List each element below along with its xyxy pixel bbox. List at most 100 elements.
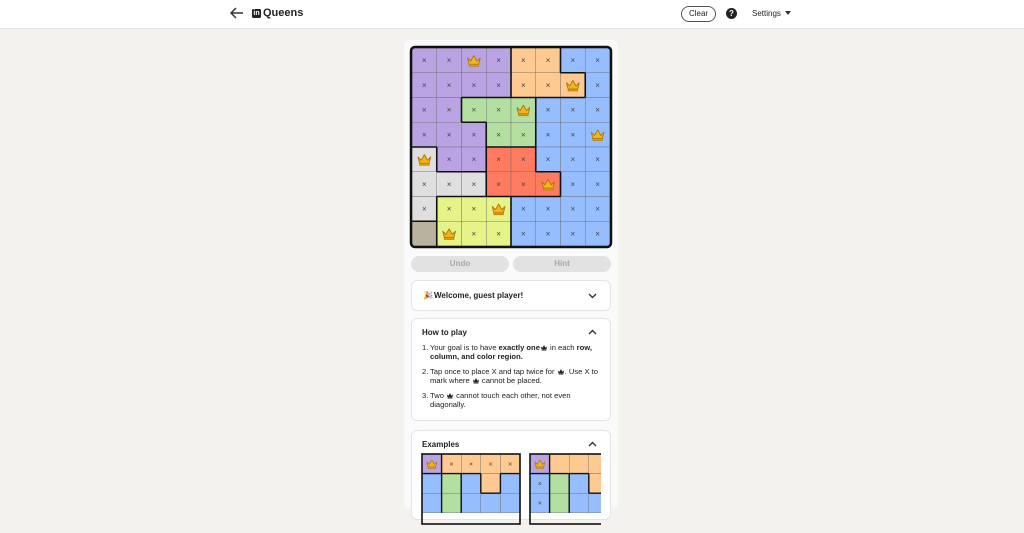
cell — [500, 473, 521, 494]
undo-button[interactable]: Undo — [411, 256, 509, 272]
cell[interactable] — [461, 221, 487, 247]
cell[interactable] — [535, 196, 561, 222]
hint-button[interactable]: Hint — [513, 256, 611, 272]
how-to-play-title: How to play — [422, 328, 467, 337]
welcome-card[interactable]: 🎉 Welcome, guest player! — [411, 280, 611, 311]
examples-group: × × × ××× — [421, 453, 601, 525]
cell[interactable] — [461, 171, 487, 197]
cell-mark: × — [571, 155, 576, 164]
cell-mark: × — [422, 56, 427, 65]
welcome-title: Welcome, guest player! — [434, 291, 524, 300]
party-icon: 🎉 — [423, 291, 433, 300]
cell[interactable] — [436, 97, 462, 123]
cell-mark: × — [521, 205, 526, 214]
cell[interactable] — [510, 72, 536, 98]
cell[interactable] — [486, 171, 512, 197]
cell[interactable] — [486, 97, 512, 123]
cell-mark: × — [521, 81, 526, 90]
cell-mark: × — [546, 155, 551, 164]
settings-button[interactable]: Settings — [752, 9, 781, 18]
cell[interactable] — [461, 146, 487, 172]
cell[interactable] — [411, 122, 437, 148]
chevron-up[interactable] — [588, 441, 597, 447]
cell[interactable] — [535, 122, 561, 148]
cell[interactable] — [436, 196, 462, 222]
cell-mark: × — [422, 106, 427, 115]
cell[interactable] — [585, 196, 611, 222]
cell-mark: × — [496, 56, 501, 65]
cell — [549, 453, 570, 474]
cell[interactable] — [411, 47, 437, 73]
bold-text: row, column, and color region. — [430, 343, 592, 362]
cell[interactable] — [585, 171, 611, 197]
crown-icon — [540, 345, 548, 351]
instruction-number: 1. — [422, 343, 429, 352]
example-grid: ×× — [529, 453, 601, 525]
chevron-up[interactable] — [588, 329, 597, 335]
cell-mark: × — [595, 155, 600, 164]
cell[interactable] — [436, 122, 462, 148]
cell — [441, 493, 462, 514]
crown-icon — [557, 369, 564, 375]
cell-mark: × — [571, 180, 576, 189]
cell-mark: × — [521, 56, 526, 65]
cell[interactable] — [560, 122, 586, 148]
cell — [461, 473, 482, 494]
board: × × × × × × × × × × × × × × × × × × × × × × × × × × × × × × × × × × × × × × × ×… — [409, 45, 613, 249]
examples-grids: × × × ××× — [421, 453, 601, 525]
cell[interactable] — [560, 221, 586, 247]
cell-mark: × — [472, 155, 477, 164]
cell-mark: × — [546, 229, 551, 238]
top-bar: in Queens Clear ? Settings — [0, 0, 1024, 29]
cell[interactable] — [411, 171, 437, 197]
cell[interactable] — [560, 146, 586, 172]
cell[interactable] — [535, 72, 561, 98]
cell[interactable] — [560, 196, 586, 222]
chevron-down — [588, 293, 597, 299]
instruction-text: Tap once to place X and tap twice for . … — [430, 367, 602, 385]
cell[interactable] — [436, 72, 462, 98]
cell-mark: × — [571, 229, 576, 238]
cell[interactable] — [585, 47, 611, 73]
cell[interactable] — [510, 171, 536, 197]
cell[interactable] — [411, 221, 437, 247]
cell — [480, 493, 501, 514]
help-button[interactable]: ? — [726, 8, 737, 19]
examples-title: Examples — [422, 440, 460, 449]
cell-mark: × — [496, 130, 501, 139]
cell-mark: × — [447, 205, 452, 214]
cell — [568, 473, 589, 494]
text: cannot touch each other, not even diagon… — [430, 391, 571, 410]
cell[interactable] — [510, 221, 536, 247]
cell[interactable] — [486, 196, 512, 222]
cell-mark: × — [521, 229, 526, 238]
cell-mark: × — [546, 205, 551, 214]
cell[interactable] — [510, 122, 536, 148]
cell[interactable] — [486, 72, 512, 98]
cell[interactable] — [486, 221, 512, 247]
cell-mark: × — [496, 229, 501, 238]
cell — [568, 493, 589, 514]
cell[interactable] — [411, 97, 437, 123]
back-arrow[interactable] — [230, 7, 244, 19]
cell-mark: × — [472, 130, 477, 139]
cell[interactable] — [585, 72, 611, 98]
cell[interactable] — [535, 97, 561, 123]
cell-mark: × — [546, 56, 551, 65]
cell[interactable] — [535, 146, 561, 172]
cell — [549, 493, 570, 514]
cell[interactable] — [585, 221, 611, 247]
cell — [500, 493, 521, 514]
text: in each — [547, 343, 577, 352]
cell-mark: × — [595, 229, 600, 238]
cell-mark: × — [422, 205, 427, 214]
cell[interactable] — [560, 47, 586, 73]
cell-mark: × — [472, 205, 477, 214]
cell[interactable] — [585, 97, 611, 123]
cell — [480, 473, 501, 494]
cell-mark: × — [508, 461, 512, 468]
clear-button[interactable]: Clear — [681, 6, 716, 22]
cell — [588, 453, 601, 474]
cell-mark: × — [449, 461, 453, 468]
